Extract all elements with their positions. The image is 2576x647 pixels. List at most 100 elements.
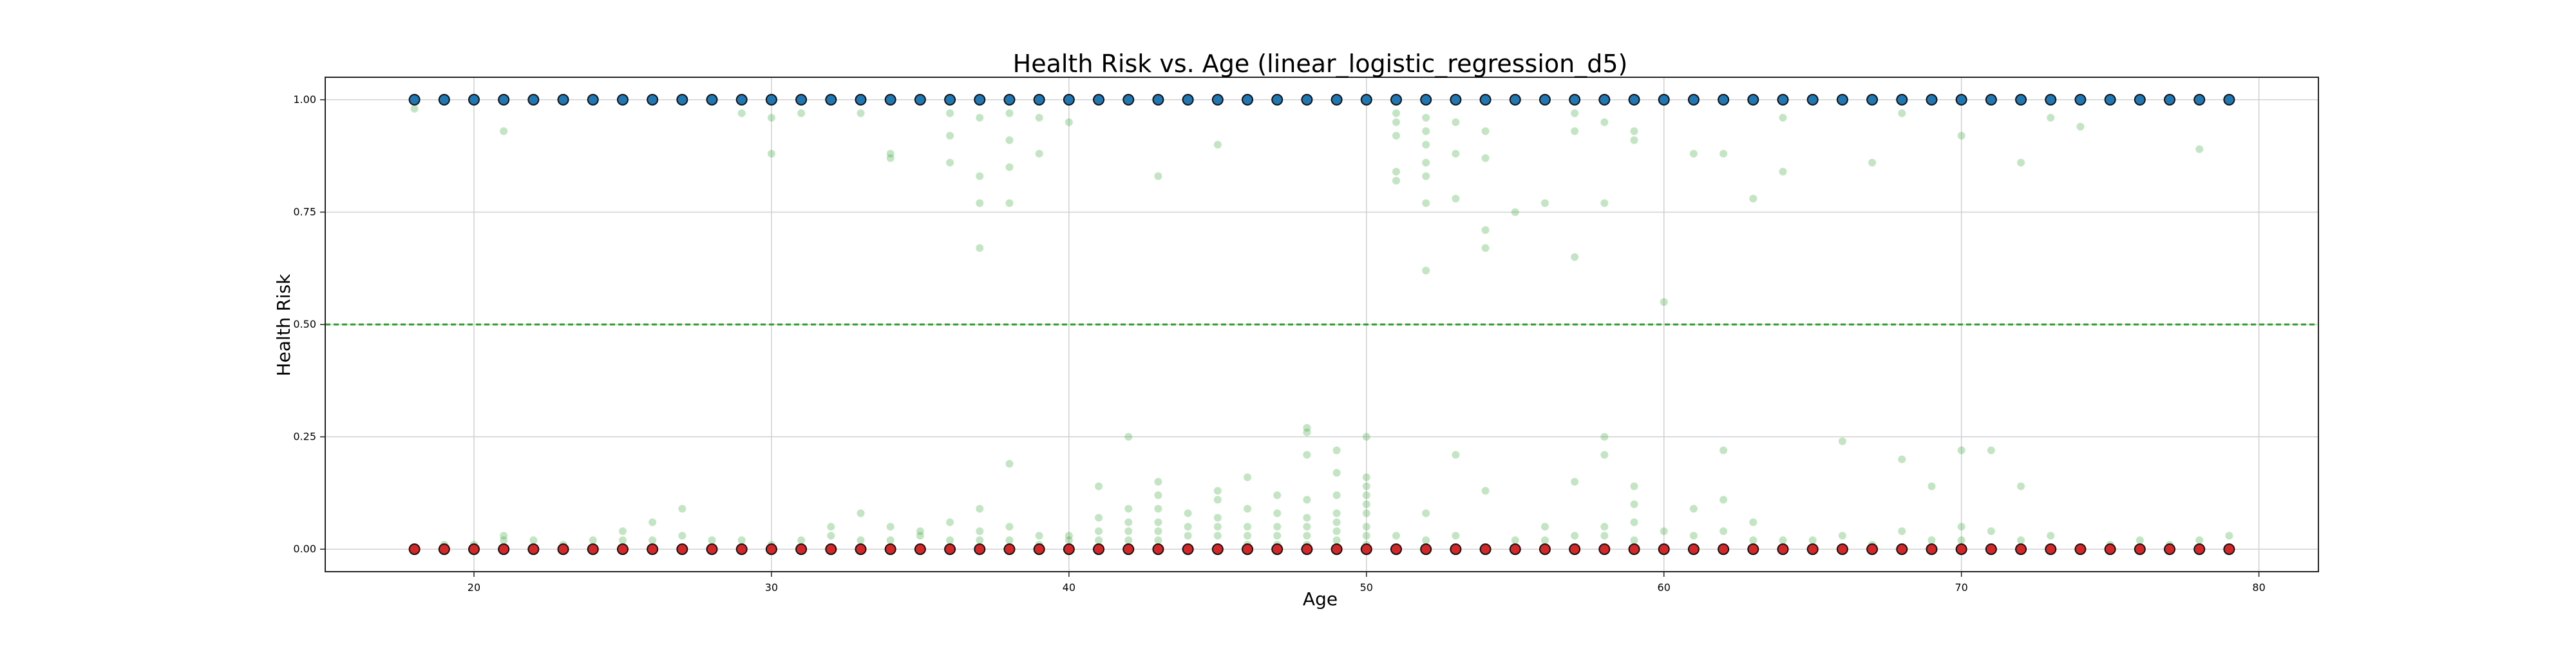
predicted-point [1273,532,1282,540]
actual-low-risk-point [855,543,867,556]
predicted-point [1362,433,1370,441]
predicted-point [1332,446,1341,455]
predicted-point [1779,113,1787,122]
predicted-point [1481,244,1490,252]
actual-low-risk-point [765,543,777,556]
y-tick-label: 0.75 [293,205,316,218]
actual-high-risk-point [884,93,896,106]
predicted-point [1392,118,1400,126]
predicted-point [1838,437,1846,445]
predicted-point [1035,149,1043,158]
predicted-point [886,154,895,162]
predicted-point [500,532,508,540]
predicted-point [500,536,508,545]
predicted-point [1332,527,1341,536]
actual-high-risk-point [468,93,480,106]
predicted-point [1213,496,1222,504]
actual-low-risk-point [1152,543,1164,556]
predicted-point [946,109,954,117]
predicted-point [916,532,924,540]
predicted-point [976,199,984,207]
x-tick-label: 20 [468,581,480,594]
actual-low-risk-point [1806,543,1819,556]
predicted-point [1154,527,1162,536]
actual-low-risk-point [1211,543,1224,556]
predicted-point [2017,158,2025,167]
predicted-point [1124,527,1133,536]
actual-high-risk-point [914,93,926,106]
predicted-point [1868,158,1877,167]
actual-low-risk-point [884,543,896,556]
actual-high-risk-point [1985,93,1997,106]
actual-high-risk-point [1003,93,1016,106]
actual-low-risk-point [2193,543,2206,556]
predicted-point [649,518,657,527]
predicted-point [1660,298,1668,306]
predicted-point [1035,113,1043,122]
actual-low-risk-point [1003,543,1016,556]
actual-low-risk-point [2164,543,2176,556]
actual-low-risk-point [2045,543,2057,556]
actual-high-risk-point [676,93,688,106]
actual-low-risk-point [438,543,450,556]
x-axis-label: Age [1303,588,1338,610]
predicted-point [1005,536,1014,545]
predicted-point [946,536,954,545]
actual-low-risk-point [647,543,659,556]
actual-low-risk-point [1360,543,1372,556]
predicted-point [767,149,775,158]
predicted-point [857,536,865,545]
actual-high-risk-point [1718,93,1730,106]
predicted-point [1481,226,1490,234]
predicted-point [1213,514,1222,522]
actual-high-risk-point [1063,93,1075,106]
predicted-point [1124,518,1133,527]
predicted-point [1154,536,1162,545]
predicted-point [886,536,895,545]
predicted-point [1540,199,1549,207]
actual-low-risk-point [1747,543,1759,556]
predicted-point [1719,527,1728,536]
actual-high-risk-point [1687,93,1700,106]
predicted-point [1452,532,1460,540]
x-tick-label: 70 [1955,581,1967,594]
predicted-point [946,518,954,527]
predicted-point [2076,122,2085,131]
predicted-point [1154,518,1162,527]
actual-high-risk-point [855,93,867,106]
predicted-point [1660,527,1668,536]
predicted-point [1957,446,1965,455]
predicted-point [976,113,984,122]
actual-high-risk-point [706,93,718,106]
predicted-point [1095,536,1103,545]
actual-low-risk-point [527,543,540,556]
predicted-point [2017,536,2025,545]
predicted-point [1838,532,1846,540]
predicted-point [2136,536,2144,545]
predicted-point [1184,532,1192,540]
actual-low-risk-point [557,543,569,556]
actual-low-risk-point [706,543,718,556]
predicted-point [1779,536,1787,545]
predicted-point [1719,149,1728,158]
actual-low-risk-point [1569,543,1581,556]
predicted-point [1600,433,1609,441]
actual-high-risk-point [1658,93,1670,106]
predicted-point [1540,536,1549,545]
actual-high-risk-point [1182,93,1194,106]
actual-low-risk-point [468,543,480,556]
predicted-point [1065,536,1073,545]
actual-low-risk-point [1420,543,1432,556]
predicted-point [916,527,924,536]
actual-low-risk-point [2134,543,2146,556]
predicted-point [1689,505,1698,513]
predicted-point [1362,491,1370,500]
predicted-point [1719,496,1728,504]
predicted-point [827,523,835,531]
predicted-point [1154,505,1162,513]
predicted-point [1273,491,1282,500]
predicted-point [1303,428,1311,436]
points-layer [408,93,2235,556]
actual-low-risk-point [1955,543,1967,556]
predicted-point [1005,523,1014,531]
